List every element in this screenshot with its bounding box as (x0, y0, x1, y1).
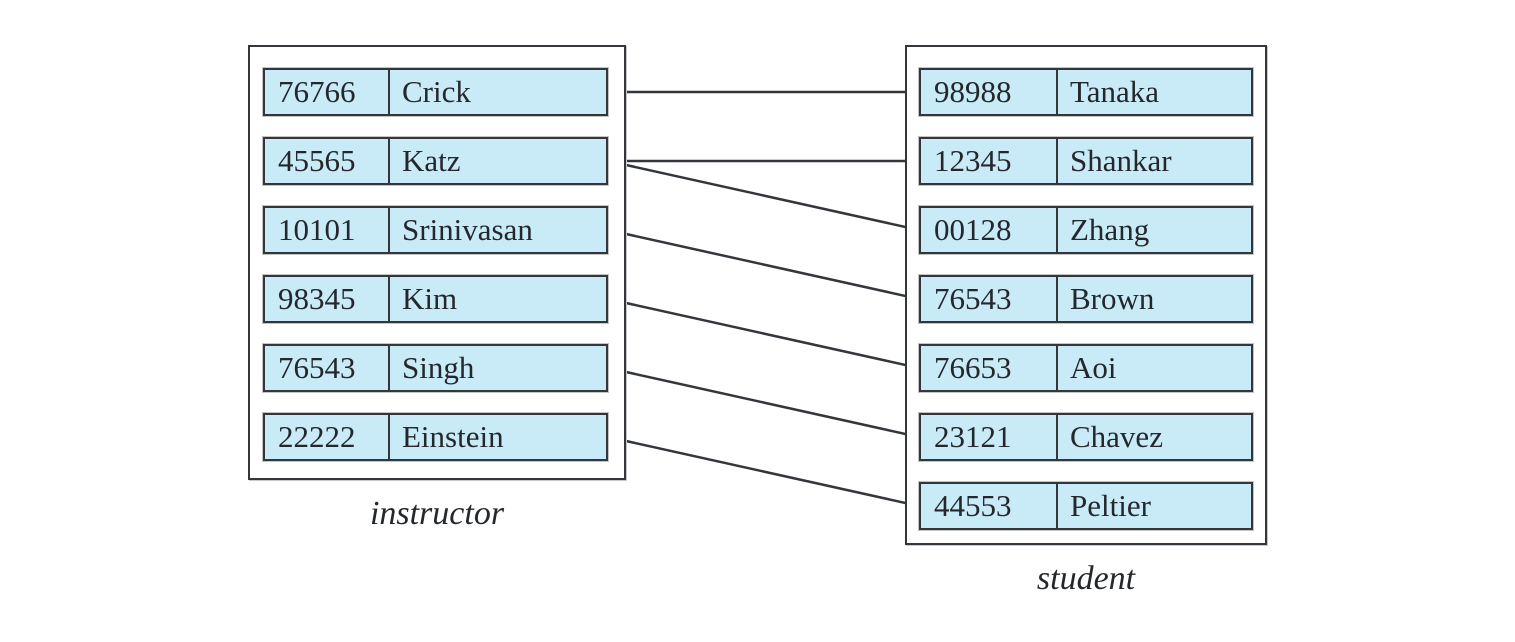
row-id-cell: 22222 (265, 415, 390, 459)
instructor-row: 76766 Crick (263, 68, 608, 116)
student-row: 98988 Tanaka (919, 68, 1253, 116)
advisor-link-line (607, 159, 920, 232)
row-name-cell: Singh (402, 350, 475, 385)
advisor-link-line (607, 366, 920, 439)
instructor-row: 10101 Srinivasan (263, 206, 608, 254)
row-id-cell: 98345 (265, 277, 390, 321)
row-id-cell: 76766 (265, 70, 390, 114)
advisor-link-line (607, 228, 920, 301)
row-name-cell: Chavez (1070, 419, 1163, 454)
row-id-cell: 76543 (265, 346, 390, 390)
row-name-cell: Crick (402, 74, 471, 109)
student-table: 98988 Tanaka 12345 Shankar 00128 Zhang 7… (905, 45, 1267, 545)
row-id-cell: 12345 (921, 139, 1058, 183)
student-row: 12345 Shankar (919, 137, 1253, 185)
instructor-row: 98345 Kim (263, 275, 608, 323)
student-caption: student (1036, 560, 1136, 597)
student-row: 76543 Brown (919, 275, 1253, 323)
row-name-cell: Shankar (1070, 143, 1172, 178)
row-id-cell: 00128 (921, 208, 1058, 252)
row-name-cell: Brown (1070, 281, 1155, 316)
student-row: 23121 Chavez (919, 413, 1253, 461)
student-row: 44553 Peltier (919, 482, 1253, 530)
row-id-cell: 23121 (921, 415, 1058, 459)
instructor-row: 76543 Singh (263, 344, 608, 392)
row-id-cell: 76543 (921, 277, 1058, 321)
advisor-link-line (607, 297, 920, 370)
row-name-cell: Katz (402, 143, 461, 178)
student-row: 00128 Zhang (919, 206, 1253, 254)
student-row: 76653 Aoi (919, 344, 1253, 392)
row-name-cell: Tanaka (1070, 74, 1160, 109)
row-name-cell: Zhang (1070, 212, 1150, 247)
row-name-cell: Kim (402, 281, 458, 316)
row-id-cell: 44553 (921, 484, 1058, 528)
row-id-cell: 76653 (921, 346, 1058, 390)
instructor-caption: instructor (369, 495, 505, 532)
row-id-cell: 45565 (265, 139, 390, 183)
row-name-cell: Srinivasan (402, 212, 533, 247)
row-name-cell: Aoi (1070, 350, 1117, 385)
row-name-cell: Peltier (1070, 488, 1151, 523)
instructor-row: 22222 Einstein (263, 413, 608, 461)
row-name-cell: Einstein (402, 419, 504, 454)
advisor-link-line (607, 435, 920, 508)
instructor-row: 45565 Katz (263, 137, 608, 185)
row-id-cell: 98988 (921, 70, 1058, 114)
instructor-table: 76766 Crick 45565 Katz 10101 Srinivasan … (248, 45, 626, 480)
row-id-cell: 10101 (265, 208, 390, 252)
